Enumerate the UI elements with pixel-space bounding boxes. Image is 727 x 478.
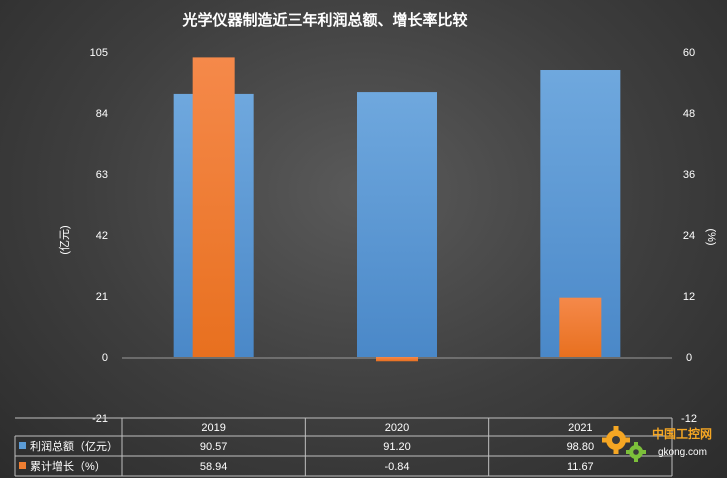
y-right-tick-label: 24 xyxy=(683,230,695,242)
y-axis-left-ticks: 105 84 63 42 21 0 -21 xyxy=(90,47,108,425)
y-axis-left-label: (亿元) xyxy=(58,225,71,254)
legend-swatch xyxy=(19,462,26,469)
legend-swatch xyxy=(19,442,26,449)
bars xyxy=(173,57,621,362)
y-left-tick-label: 105 xyxy=(90,47,108,59)
data-table-rows: 利润总额（亿元） 90.57 91.20 98.80 累计增长（%） 58.94 -0.84… xyxy=(19,439,594,473)
watermark: 中国工控网 gkong.com xyxy=(602,426,712,462)
data-label: 91.20 xyxy=(383,441,411,453)
y-right-tick-label: -12 xyxy=(681,413,697,425)
category-label: 2020 xyxy=(385,422,409,434)
y-right-tick-label: 60 xyxy=(683,47,695,59)
category-label: 2019 xyxy=(201,422,225,434)
bar-growth-2019 xyxy=(192,57,235,357)
data-label: 11.67 xyxy=(567,461,594,473)
y-right-tick-label: 0 xyxy=(686,352,692,364)
bar-growth-2021 xyxy=(559,297,602,357)
y-left-tick-label: 63 xyxy=(96,169,108,181)
data-table: 2019 2020 2021 利润总额（亿元） 90.57 91.20 98.80 累计增长… xyxy=(14,417,673,477)
y-left-tick-label: 84 xyxy=(96,108,108,120)
y-left-tick-label: -21 xyxy=(92,413,108,425)
bar-growth-2020 xyxy=(376,357,418,362)
legend-series-name: 利润总额（亿元） xyxy=(30,439,118,453)
data-label: 98.80 xyxy=(567,441,595,453)
y-right-tick-label: 36 xyxy=(683,169,695,181)
y-right-tick-label: 48 xyxy=(683,108,695,120)
y-left-tick-label: 0 xyxy=(102,352,108,364)
legend-series-name: 累计增长（%） xyxy=(30,459,106,473)
watermark-url: gkong.com xyxy=(658,447,707,458)
data-table-categories: 2019 2020 2021 xyxy=(201,422,592,434)
gear-icon xyxy=(626,442,646,462)
gear-icon xyxy=(602,426,630,454)
data-table-grid xyxy=(14,417,673,477)
data-label: 90.57 xyxy=(200,441,228,453)
bar-profit-2020 xyxy=(357,92,437,357)
y-axis-right-label: (%) xyxy=(705,228,717,245)
y-right-tick-label: 12 xyxy=(683,291,695,303)
y-axis-right-ticks: 60 48 36 24 12 0 -12 xyxy=(681,47,697,425)
y-left-tick-label: 21 xyxy=(96,291,108,303)
data-label: 58.94 xyxy=(200,461,228,473)
category-label: 2021 xyxy=(568,422,592,434)
chart-title: 光学仪器制造近三年利润总额、增长率比较 xyxy=(181,11,467,29)
y-left-tick-label: 42 xyxy=(96,230,108,242)
watermark-text: 中国工控网 xyxy=(652,426,712,441)
data-label: -0.84 xyxy=(384,461,409,473)
